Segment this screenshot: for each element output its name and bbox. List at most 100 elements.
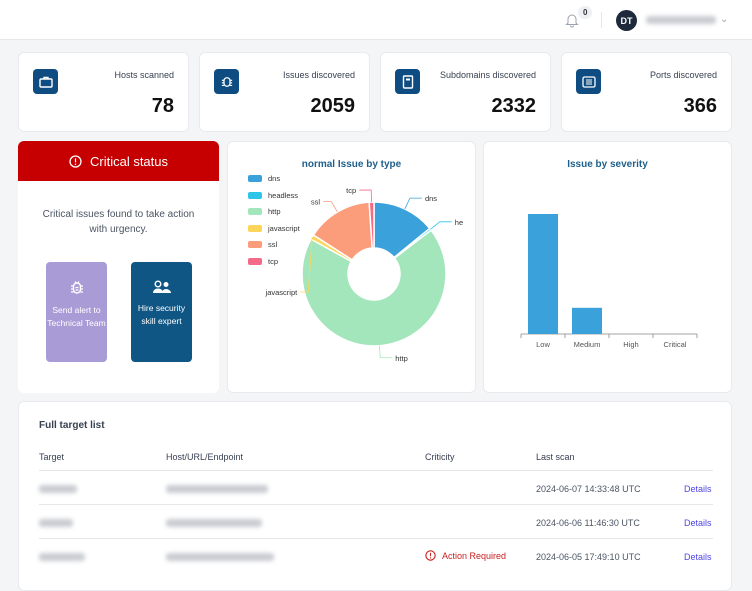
legend-label: tcp — [268, 256, 279, 266]
hire-expert-label: Hire security skill expert — [137, 303, 186, 326]
avatar[interactable]: DT — [616, 10, 637, 31]
legend-item[interactable]: headless — [248, 191, 298, 200]
target-name — [39, 519, 73, 527]
bug-icon — [214, 69, 239, 94]
notification-count: 0 — [578, 6, 593, 19]
divider — [601, 12, 602, 28]
briefcase-icon — [33, 69, 58, 94]
target-name — [39, 485, 77, 493]
slice-label: he — [455, 218, 463, 227]
slice-label: tcp — [346, 186, 356, 195]
chart-title: normal Issue by type — [301, 159, 402, 170]
stat-label: Subdomains discovered — [439, 70, 536, 80]
slice-label-line — [430, 221, 452, 230]
col-criticity: Criticity — [425, 452, 455, 462]
severity-chart-card: Issue by severity Low Medium High Critical — [483, 141, 732, 393]
slice-label: http — [395, 354, 408, 363]
pie-slice-http[interactable] — [301, 229, 447, 347]
last-scan: 2024-06-07 14:33:48 UTC — [536, 484, 641, 494]
host-url — [166, 519, 262, 527]
send-alert-label: Send alert to Technical Team — [47, 305, 106, 328]
list-icon — [576, 69, 601, 94]
issue-type-chart-card: normal Issue by type dns headless http java… — [227, 141, 476, 393]
legend-item[interactable]: tcp — [248, 257, 278, 266]
x-tick-label: High — [623, 340, 638, 349]
critical-message: Critical issues found to take action wit… — [42, 209, 195, 235]
slice-label: ssl — [311, 198, 321, 207]
bar-low[interactable] — [528, 214, 558, 334]
users-icon — [152, 280, 171, 293]
x-tick-label: Critical — [664, 340, 687, 349]
details-link[interactable]: Details — [684, 518, 712, 528]
chart-title: Issue by severity — [567, 159, 648, 170]
legend-item[interactable]: ssl — [248, 240, 277, 249]
criticity-text: Action Required — [442, 550, 507, 561]
stat-value: 366 — [683, 95, 717, 117]
last-scan: 2024-06-05 17:49:10 UTC — [536, 552, 641, 562]
last-scan: 2024-06-06 11:46:30 UTC — [536, 518, 640, 528]
chevron-down-icon[interactable]: ⌄ — [720, 14, 729, 25]
book-icon — [395, 69, 420, 94]
legend-label: dns — [268, 174, 281, 183]
slice-label-line — [300, 236, 313, 293]
legend-swatch — [248, 208, 262, 215]
legend-swatch — [248, 191, 262, 199]
stat-value: 78 — [151, 95, 174, 117]
pie-chart: dns he http javascript ssl tcp — [265, 186, 464, 363]
host-url — [166, 485, 268, 493]
legend-item[interactable]: http — [248, 207, 281, 216]
legend-label: headless — [268, 190, 299, 200]
stat-label: Issues discovered — [282, 70, 355, 80]
critical-status-title: Critical status — [89, 153, 169, 169]
table-row[interactable]: 2024-06-06 11:46:30 UTC Details — [39, 504, 713, 538]
bug-icon — [70, 281, 83, 294]
stat-card: Hosts scanned 78 — [18, 52, 189, 132]
slice-label-line — [378, 345, 393, 359]
target-list-card: Full target list Target Host/URL/Endpoin… — [18, 401, 732, 591]
stat-label: Hosts scanned — [114, 70, 174, 80]
legend-label: javascript — [268, 223, 300, 233]
hire-expert-button[interactable]: Hire security skill expert — [131, 262, 192, 362]
legend-swatch — [248, 241, 262, 248]
legend-item[interactable]: javascript — [248, 224, 300, 233]
table-row[interactable]: Action Required 2024-06-05 17:49:10 UTC … — [39, 538, 713, 572]
col-host: Host/URL/Endpoint — [166, 452, 244, 462]
details-link[interactable]: Details — [684, 552, 712, 562]
pie-slice-tcp[interactable] — [368, 201, 375, 249]
stat-label: Ports discovered — [649, 70, 717, 80]
x-tick-label: Medium — [574, 340, 601, 349]
legend-swatch — [248, 257, 262, 265]
criticity-badge: Action Required — [425, 550, 506, 561]
alert-circle-icon — [69, 154, 82, 168]
stat-value: 2332 — [491, 95, 537, 117]
slice-label-line — [323, 201, 338, 213]
stat-card: Ports discovered 366 — [561, 52, 732, 132]
legend-label: ssl — [268, 240, 278, 249]
stat-card: Issues discovered 2059 — [199, 52, 370, 132]
send-alert-button[interactable]: Send alert to Technical Team — [46, 262, 107, 362]
details-link[interactable]: Details — [684, 484, 712, 494]
slice-label-line — [359, 189, 372, 203]
bar-chart: Low Medium High Critical — [520, 214, 698, 349]
table-row[interactable]: 2024-06-07 14:33:48 UTC Details — [39, 470, 713, 504]
legend-label: http — [268, 207, 281, 216]
legend-swatch — [248, 224, 262, 232]
critical-status-header: Critical status — [18, 141, 219, 181]
user-name[interactable] — [646, 16, 716, 24]
alert-circle-icon — [425, 550, 436, 561]
top-header: 0 DT ⌄ — [0, 0, 752, 40]
critical-status-card: Critical status Critical issues found to… — [18, 141, 219, 393]
host-url — [166, 553, 274, 561]
slice-label: javascript — [265, 288, 299, 297]
legend-item[interactable]: dns — [248, 174, 280, 183]
table-title: Full target list — [39, 420, 105, 431]
x-tick-label: Low — [536, 340, 550, 349]
bar-medium[interactable] — [572, 307, 602, 334]
stat-card: Subdomains discovered 2332 — [380, 52, 551, 132]
target-name — [39, 553, 85, 561]
slice-label: dns — [425, 194, 437, 203]
stat-value: 2059 — [310, 95, 356, 117]
col-last-scan: Last scan — [536, 452, 575, 462]
bell-icon[interactable] — [565, 12, 579, 28]
col-target: Target — [39, 452, 65, 462]
